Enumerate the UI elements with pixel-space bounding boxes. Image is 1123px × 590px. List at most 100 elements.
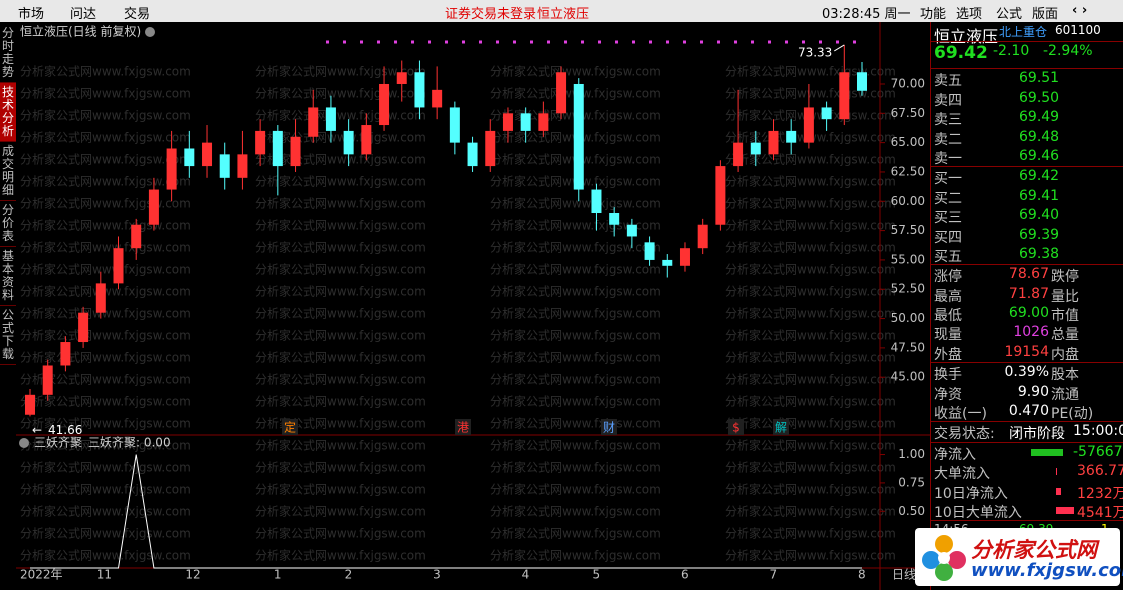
candle-body	[290, 136, 301, 167]
candle-body	[95, 283, 106, 313]
watermark: 分析家公式网www.fxjgsw.com	[490, 504, 661, 519]
side-tab[interactable]: 分时走势	[0, 24, 16, 83]
y-tick-label: 0.75	[898, 475, 925, 489]
menu-item[interactable]: 问达	[70, 7, 97, 22]
order-price: 69.51	[1019, 70, 1060, 87]
logo: 分析家公式网 www.fxjgsw.com	[915, 528, 1123, 586]
side-tab[interactable]: 分价表	[0, 201, 16, 247]
indicator-dropdown[interactable]	[19, 438, 29, 448]
side-tab[interactable]: 基本资料	[0, 247, 16, 306]
order-price: 69.39	[1019, 226, 1060, 243]
high-label: 73.33	[798, 45, 832, 59]
event-marker: 财	[603, 421, 615, 435]
watermark: 分析家公式网www.fxjgsw.com	[20, 394, 191, 409]
order-label: 卖一	[934, 150, 962, 167]
event-box[interactable]	[601, 419, 617, 435]
watermark: 分析家公式网www.fxjgsw.com	[20, 218, 191, 233]
menu-item[interactable]: 选项	[956, 7, 983, 22]
order-bids: 买四 69.39	[931, 226, 1123, 246]
watermark: 分析家公式网www.fxjgsw.com	[255, 526, 426, 541]
stat-value: 0.470	[1008, 403, 1049, 420]
watermark: 分析家公式网www.fxjgsw.com	[725, 482, 896, 497]
order-label: 买二	[934, 190, 962, 207]
stat-label: 总量	[1051, 327, 1079, 344]
candle-body	[414, 72, 425, 108]
candle-body	[609, 213, 620, 225]
candle-body	[556, 72, 567, 114]
event-box[interactable]	[455, 419, 471, 435]
candle-body	[768, 130, 779, 155]
event-box[interactable]	[728, 419, 744, 435]
order-price: 69.40	[1019, 207, 1060, 224]
stat-row: 最高 71.87 量比	[931, 285, 1123, 305]
menu-item[interactable]: 市场	[18, 7, 45, 22]
stat-value: 69.00	[1008, 305, 1049, 322]
candle-body	[361, 125, 372, 155]
candle-body	[644, 242, 655, 260]
candle-body	[237, 154, 248, 178]
watermark: 分析家公式网www.fxjgsw.com	[255, 416, 426, 431]
stat-label: 外盘	[934, 346, 962, 363]
x-tick-label: 11	[97, 568, 112, 582]
watermark: 分析家公式网www.fxjgsw.com	[20, 240, 191, 255]
logo-name: 分析家公式网	[971, 538, 1097, 562]
candle-body	[467, 142, 478, 167]
watermark: 分析家公式网www.fxjgsw.com	[255, 504, 426, 519]
menu-item[interactable]: 功能	[920, 7, 947, 22]
menu-item[interactable]: 版面	[1032, 7, 1059, 22]
candle-body	[42, 365, 53, 395]
chart: 分析家公式网www.fxjgsw.com 分析家公式网www.fxjgsw.com…	[16, 22, 930, 590]
watermark: 分析家公式网www.fxjgsw.com	[490, 350, 661, 365]
menu-item[interactable]: 公式	[996, 7, 1023, 22]
watermark: 分析家公式网www.fxjgsw.com	[20, 438, 191, 453]
watermark: 分析家公式网www.fxjgsw.com	[725, 174, 896, 189]
side-tab[interactable]: 公式下载	[0, 306, 16, 365]
watermark: 分析家公式网www.fxjgsw.com	[20, 262, 191, 277]
candle-body	[325, 107, 336, 131]
watermark: 分析家公式网www.fxjgsw.com	[725, 526, 896, 541]
order-asks: 卖二 69.48	[931, 128, 1123, 148]
candle-body	[821, 107, 832, 120]
stat-label: 收益(一)	[934, 406, 987, 423]
stock-code: 601100	[1055, 23, 1101, 37]
candle-body	[502, 113, 513, 131]
flow-bar	[1056, 506, 1074, 514]
side-tab[interactable]: 技术分析	[0, 83, 16, 142]
candle-body	[786, 130, 797, 143]
watermark: 分析家公式网www.fxjgsw.com	[20, 196, 191, 211]
flow-label: 10日净流入	[934, 485, 1008, 502]
watermark: 分析家公式网www.fxjgsw.com	[490, 372, 661, 387]
watermark: 分析家公式网www.fxjgsw.com	[255, 284, 426, 299]
y-tick-label: 57.50	[891, 223, 925, 237]
title-dropdown[interactable]	[145, 27, 155, 37]
candle-body	[520, 113, 531, 131]
clock: 03:28:45 周一	[822, 7, 911, 22]
watermark: 分析家公式网www.fxjgsw.com	[490, 284, 661, 299]
flow-row: 10日大单流入 4541万	[931, 501, 1123, 521]
order-label: 买五	[934, 248, 962, 265]
menu-item[interactable]: 交易	[124, 7, 151, 22]
event-box[interactable]	[773, 419, 789, 435]
watermark: 分析家公式网www.fxjgsw.com	[20, 174, 191, 189]
stock-name: 恒立液压	[934, 27, 999, 46]
y-tick-label: 55.00	[891, 252, 925, 266]
watermark: 分析家公式网www.fxjgsw.com	[20, 548, 191, 563]
candle-body	[396, 72, 407, 84]
x-tick-label: 6	[681, 568, 689, 582]
event-box[interactable]	[282, 419, 298, 435]
candle-body	[485, 130, 496, 167]
candle-body	[449, 107, 460, 143]
order-price: 69.46	[1019, 147, 1060, 164]
candle-body	[803, 107, 814, 143]
flow-bar	[1031, 448, 1063, 456]
indicator-line	[30, 454, 862, 569]
nav-arrows[interactable]: ‹ ›	[1072, 3, 1088, 18]
event-marker: 港	[457, 421, 469, 435]
order-asks: 卖四 69.50	[931, 89, 1123, 109]
watermark: 分析家公式网www.fxjgsw.com	[255, 548, 426, 563]
side-tab[interactable]: 成交明细	[0, 142, 16, 201]
stat-label: 量比	[1051, 288, 1079, 305]
watermark: 分析家公式网www.fxjgsw.com	[255, 86, 426, 101]
candle-body	[697, 224, 708, 249]
stat-value: 71.87	[1008, 285, 1049, 302]
